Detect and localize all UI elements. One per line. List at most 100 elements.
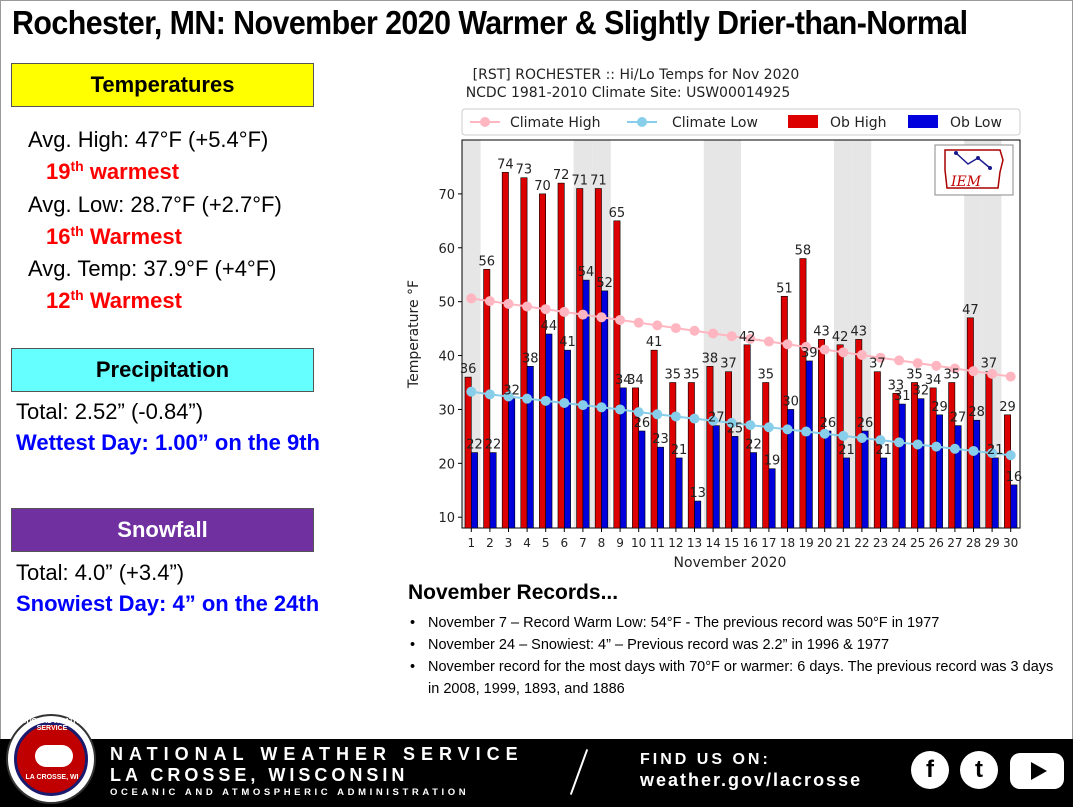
- climate-low-point: [987, 448, 998, 459]
- footer-url[interactable]: weather.gov/lacrosse: [640, 770, 863, 790]
- ob-low-value-label: 26: [857, 416, 874, 431]
- climate-low-point: [652, 409, 663, 420]
- climate-low-point: [708, 415, 719, 426]
- ob-low-bar: [694, 500, 702, 529]
- chart-legend: Climate High Climate Low Ob High Ob Low: [461, 108, 1021, 136]
- legend-climate-low-marker: [637, 117, 647, 127]
- ob-low-value-label: 25: [727, 421, 744, 436]
- ob-high-value-label: 58: [795, 244, 812, 259]
- x-tick-label: 12: [668, 536, 683, 550]
- ob-high-bar: [557, 182, 565, 529]
- ob-low-value-label: 22: [485, 438, 502, 453]
- y-tick-label: 60: [438, 242, 455, 257]
- ob-high-bar: [501, 172, 509, 529]
- ob-low-bar: [749, 452, 757, 529]
- climate-high-point: [949, 363, 960, 374]
- legend-box: [461, 108, 1021, 136]
- rank-suffix: th: [70, 158, 84, 174]
- chart-subtitle: NCDC 1981-2010 Climate Site: USW00014925: [466, 85, 791, 101]
- rank-word: Warmest: [83, 288, 182, 313]
- ob-low-value-label: 19: [764, 454, 781, 469]
- ob-high-value-label: 34: [925, 373, 942, 388]
- ob-low-bar: [787, 409, 795, 529]
- facebook-icon[interactable]: f: [911, 751, 949, 789]
- x-tick-label: 19: [798, 536, 813, 550]
- x-tick-label: 7: [579, 536, 587, 550]
- x-axis-label: November 2020: [674, 555, 787, 571]
- ob-high-bar: [743, 344, 751, 529]
- footer-bar: [0, 739, 1073, 807]
- ob-low-value-label: 21: [838, 443, 855, 458]
- page-title: Rochester, MN: November 2020 Warmer & Sl…: [12, 4, 968, 41]
- x-tick-label: 14: [705, 536, 720, 550]
- x-tick-label: 1: [467, 536, 475, 550]
- ob-low-value-label: 21: [987, 443, 1004, 458]
- ob-high-bar: [966, 317, 974, 529]
- x-tick-label: 16: [743, 536, 758, 550]
- ob-high-bar: [706, 366, 714, 529]
- ob-high-value-label: 71: [571, 174, 588, 189]
- ob-low-bar: [489, 452, 497, 529]
- climate-high-point: [466, 293, 477, 304]
- climate-low-point: [782, 424, 793, 435]
- ob-low-value-label: 27: [950, 411, 967, 426]
- legend-climate-high-marker: [480, 117, 490, 127]
- climate-high-point: [689, 325, 700, 336]
- legend-ob-low-swatch: [908, 115, 938, 128]
- climate-high-point: [615, 314, 626, 325]
- ob-high-value-label: 35: [906, 368, 923, 383]
- x-tick-label: 9: [616, 536, 624, 550]
- ob-high-bar: [762, 382, 770, 529]
- records-title: November Records...: [408, 581, 619, 604]
- climate-low-point: [689, 413, 700, 424]
- climate-high-point: [987, 368, 998, 379]
- ob-high-bar: [650, 349, 658, 529]
- ob-low-bar: [768, 468, 776, 529]
- ob-high-value-label: 74: [497, 157, 514, 172]
- network-lines-icon: [955, 152, 991, 169]
- climate-low-point: [931, 441, 942, 452]
- ob-low-value-label: 54: [578, 265, 595, 280]
- ob-high-value-label: 35: [943, 368, 960, 383]
- footer-parent-org: OCEANIC AND ATMOSPHERIC ADMINISTRATION: [110, 787, 470, 798]
- climate-low-point: [484, 389, 495, 400]
- climate-low-point: [949, 443, 960, 454]
- avg-temp-stat: Avg. Temp: 37.9°F (+4°F): [28, 256, 277, 281]
- climate-high-point: [968, 366, 979, 377]
- climate-high-point: [708, 328, 719, 339]
- climate-low-point: [670, 411, 681, 422]
- climate-low-point: [745, 420, 756, 431]
- climate-low-point: [503, 391, 514, 402]
- twitter-icon[interactable]: t: [960, 751, 998, 789]
- ob-low-bar: [564, 349, 571, 529]
- ob-low-value-label: 39: [801, 346, 818, 361]
- x-tick-label: 6: [560, 536, 568, 550]
- ob-low-bar: [917, 398, 925, 529]
- ob-low-value-label: 31: [894, 389, 911, 404]
- youtube-icon[interactable]: [1010, 753, 1064, 789]
- ob-high-bar: [780, 295, 788, 529]
- rank-number: 19: [46, 159, 71, 184]
- x-tick-label: 11: [650, 536, 665, 550]
- ob-low-value-label: 23: [652, 432, 669, 447]
- ob-high-value-label: 33: [888, 378, 905, 393]
- x-tick-label: 23: [873, 536, 888, 550]
- climate-high-point: [484, 296, 495, 307]
- ob-high-bar: [873, 371, 881, 529]
- snowiest-day: Snowiest Day: 4” on the 24th: [16, 591, 320, 616]
- ob-low-bar: [638, 430, 646, 529]
- ob-high-value-label: 38: [702, 351, 719, 366]
- legend-climate-low-label: Climate Low: [672, 115, 758, 131]
- climate-high-point: [819, 344, 830, 355]
- record-item: November 7 – Record Warm Low: 54°F - The…: [408, 612, 1058, 634]
- ob-high-bar: [892, 392, 900, 529]
- chart-title: [RST] ROCHESTER :: Hi/Lo Temps for Nov 2…: [473, 67, 800, 83]
- legend-ob-high-label: Ob High: [830, 115, 887, 131]
- ob-high-value-label: 43: [850, 324, 867, 339]
- ob-high-value-label: 43: [813, 324, 830, 339]
- climate-high-point: [503, 298, 514, 309]
- ob-low-bar: [898, 403, 906, 529]
- climate-high-point: [745, 333, 756, 344]
- ob-high-bar: [1004, 414, 1011, 529]
- y-tick-label: 20: [438, 457, 455, 472]
